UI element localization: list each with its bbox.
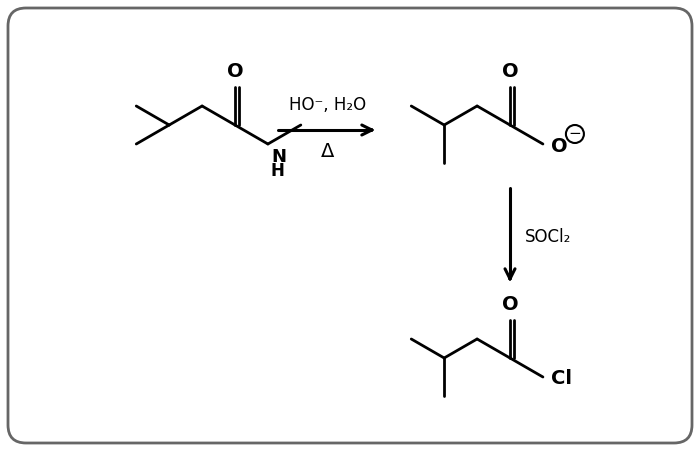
Text: O: O xyxy=(227,62,244,81)
Text: −: − xyxy=(568,126,581,142)
Text: H: H xyxy=(271,162,285,180)
Text: O: O xyxy=(502,295,518,314)
Text: HO⁻, H₂O: HO⁻, H₂O xyxy=(289,96,367,114)
Text: Cl: Cl xyxy=(551,369,572,388)
FancyBboxPatch shape xyxy=(8,8,692,443)
Text: Δ: Δ xyxy=(321,142,335,161)
Text: O: O xyxy=(551,137,568,156)
Text: SOCl₂: SOCl₂ xyxy=(525,227,571,245)
Circle shape xyxy=(566,125,584,143)
Text: N: N xyxy=(271,148,286,166)
Text: O: O xyxy=(502,62,518,81)
